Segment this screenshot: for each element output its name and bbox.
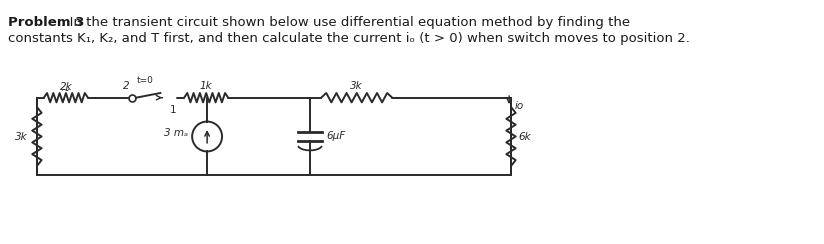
Text: t=0: t=0 (137, 76, 154, 85)
Text: 2k: 2k (59, 82, 73, 92)
Text: 3k: 3k (350, 81, 363, 91)
Text: : In the transient circuit shown below use differential equation method by findi: : In the transient circuit shown below u… (61, 16, 630, 29)
Text: 3k: 3k (15, 132, 27, 142)
Text: 1: 1 (170, 105, 177, 115)
Text: 6k: 6k (518, 132, 531, 142)
Text: 2: 2 (124, 81, 130, 91)
Text: constants K₁, K₂, and T first, and then calculate the current iₒ (t > 0) when sw: constants K₁, K₂, and T first, and then … (8, 32, 690, 45)
Text: 3 mₐ: 3 mₐ (164, 128, 189, 138)
Text: ~: ~ (61, 86, 71, 96)
Text: Problem 3: Problem 3 (8, 16, 84, 29)
Text: 1k: 1k (200, 81, 213, 91)
Text: io: io (515, 102, 524, 112)
Text: 6µF: 6µF (325, 132, 345, 142)
